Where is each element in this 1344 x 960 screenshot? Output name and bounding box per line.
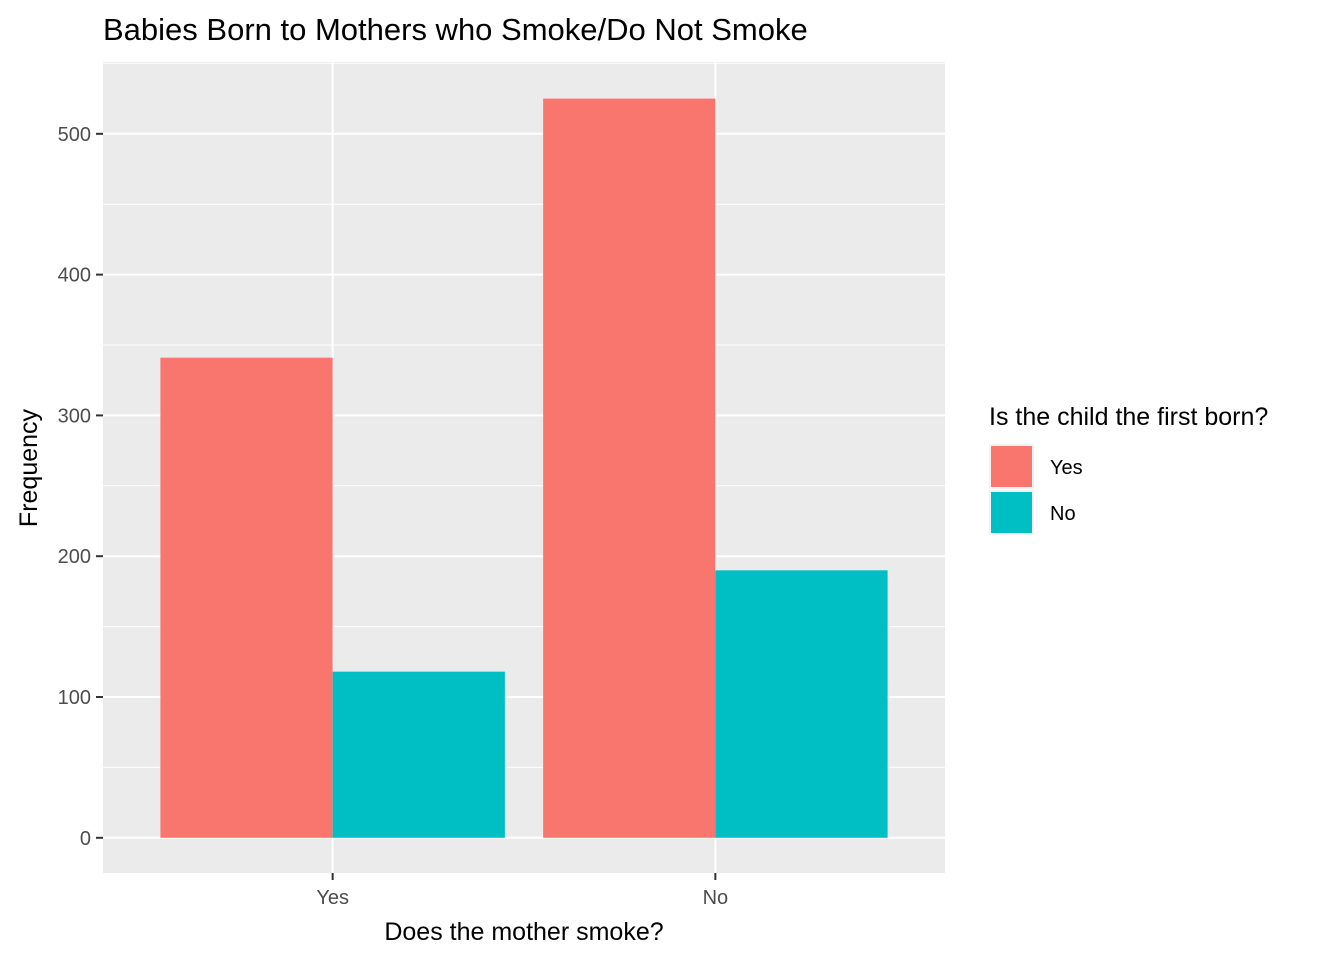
bar-no-yes [543,98,716,838]
legend-title: Is the child the first born? [989,403,1268,431]
y-axis-label: Frequency [15,408,43,527]
y-tick-label: 400 [58,265,91,287]
y-tick-label: 100 [58,687,91,709]
bar-yes-no [332,671,505,838]
x-axis-label: Does the mother smoke? [384,918,663,946]
legend-key-no [991,492,1032,533]
legend-label-yes: Yes [1050,457,1083,479]
x-tick-label: No [703,887,729,909]
y-tick-label: 500 [58,124,91,146]
y-axis: 0 100 200 300 400 500 [58,124,103,850]
y-tick-label: 300 [58,405,91,427]
legend: Is the child the first born? Yes No [989,403,1268,535]
bar-yes-yes [160,357,333,838]
legend-key-yes [991,446,1032,487]
y-tick-label: 200 [58,546,91,568]
chart-title: Babies Born to Mothers who Smoke/Do Not … [103,12,808,47]
x-tick-label: Yes [316,887,349,909]
legend-label-no: No [1050,503,1076,525]
bar-no-no [715,570,888,838]
y-tick-label: 0 [80,828,91,850]
bars [160,98,888,838]
x-axis: Yes No [316,873,728,909]
